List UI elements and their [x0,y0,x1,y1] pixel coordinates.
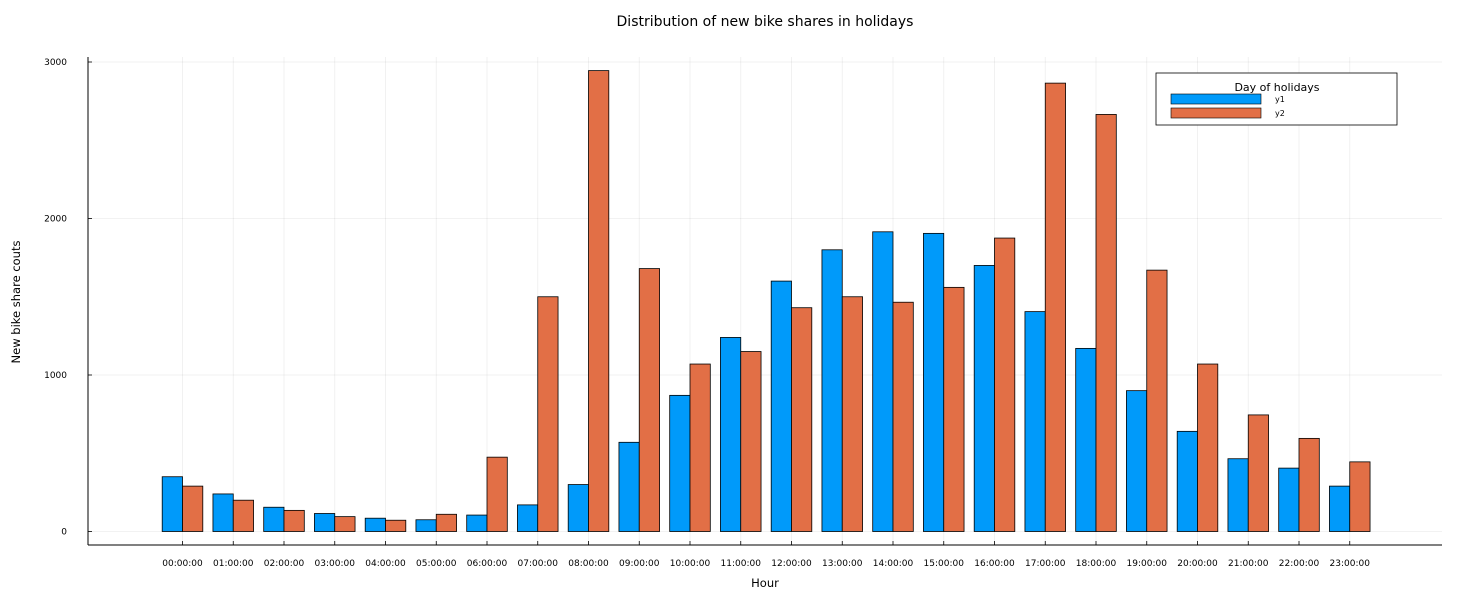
bar-y2-7 [537,296,559,532]
legend: Day of holidays y1 y2 [1155,72,1398,126]
x-tick-label: 07:00:00 [518,559,559,569]
y-axis-ticks: 0 1000 2000 3000 [44,58,92,538]
x-tick-label: 04:00:00 [365,559,406,569]
bar-y2-10 [689,363,711,532]
bar-y2-23 [1349,461,1371,532]
bar-y1-20 [1176,430,1198,532]
legend-label-y2: y2 [1275,109,1285,118]
bar-y1-15 [923,232,945,532]
x-tick-label: 19:00:00 [1127,559,1168,569]
x-tick-label: 05:00:00 [416,559,457,569]
bar-y1-16 [973,265,995,532]
x-axis-ticks: 00:00:00 01:00:00 02:00:00 03:00:00 04:00:00… [162,541,1370,569]
bar-y1-6 [466,514,488,532]
bar-y1-22 [1278,467,1300,532]
chart-title: Distribution of new bike shares in holid… [617,14,914,30]
legend-swatch-y1 [1170,93,1262,105]
bar-y2-8 [588,70,610,532]
bar-y2-6 [486,456,508,532]
y-axis-title: New bike share couts [9,241,23,364]
bar-y1-19 [1126,390,1148,532]
x-tick-label: 17:00:00 [1025,559,1066,569]
bar-y1-5 [415,519,437,532]
bar-y2-20 [1197,363,1219,532]
bar-y2-11 [740,351,762,532]
x-tick-label: 15:00:00 [924,559,965,569]
x-axis-title: Hour [751,576,779,590]
bar-y1-18 [1075,347,1097,532]
bar-y1-7 [517,504,539,532]
bar-y1-9 [618,441,640,532]
bar-y2-15 [943,286,965,532]
bar-y1-11 [720,337,742,532]
x-tick-label: 00:00:00 [162,559,203,569]
x-tick-label: 08:00:00 [568,559,609,569]
x-tick-label: 14:00:00 [873,559,914,569]
y-tick-label: 2000 [44,215,67,225]
axes [87,57,1442,546]
x-tick-label: 02:00:00 [264,559,305,569]
bar-y2-17 [1044,82,1066,532]
x-tick-label: 09:00:00 [619,559,660,569]
legend-title: Day of holidays [1234,81,1319,94]
bar-y1-2 [263,506,285,532]
y-tick-label: 1000 [44,371,67,381]
x-tick-label: 13:00:00 [822,559,863,569]
x-tick-label: 01:00:00 [213,559,254,569]
bar-y2-21 [1247,414,1269,532]
x-tick-label: 12:00:00 [771,559,812,569]
bar-y2-3 [334,516,356,532]
bar-y2-22 [1298,437,1320,532]
bar-y1-17 [1024,311,1046,532]
x-tick-label: 11:00:00 [721,559,762,569]
x-tick-label: 10:00:00 [670,559,711,569]
x-tick-label: 20:00:00 [1177,559,1218,569]
bar-y1-3 [314,513,336,532]
x-tick-label: 21:00:00 [1228,559,1269,569]
bar-y2-18 [1095,114,1117,532]
bar-y1-8 [567,484,589,532]
bar-y1-21 [1227,458,1249,532]
bar-y2-19 [1146,269,1168,532]
legend-swatch-y2 [1170,107,1262,119]
bar-y1-10 [669,394,691,532]
bar-y2-14 [892,301,914,532]
x-tick-label: 22:00:00 [1279,559,1320,569]
bar-y2-9 [638,268,660,532]
bars [161,70,1371,532]
x-tick-label: 18:00:00 [1076,559,1117,569]
bar-y2-2 [283,509,305,532]
bar-y1-14 [872,231,894,532]
x-tick-label: 16:00:00 [974,559,1015,569]
x-tick-label: 03:00:00 [315,559,356,569]
bar-y2-16 [994,237,1016,532]
x-tick-label: 06:00:00 [467,559,508,569]
legend-label-y1: y1 [1275,95,1285,104]
y-tick-label: 0 [61,528,67,538]
bar-y2-0 [182,485,204,532]
bar-y2-1 [232,499,254,532]
bar-y1-12 [770,280,792,532]
y-tick-label: 3000 [44,58,67,68]
bar-y1-13 [821,249,843,532]
bar-y1-4 [364,517,386,532]
bar-y2-4 [385,519,407,532]
bar-y2-13 [841,296,863,532]
bar-y1-23 [1329,485,1351,532]
bar-y1-0 [161,476,183,532]
x-tick-label: 23:00:00 [1330,559,1371,569]
bar-y2-5 [435,513,457,532]
bar-y1-1 [212,493,234,532]
bar-y2-12 [791,307,813,532]
